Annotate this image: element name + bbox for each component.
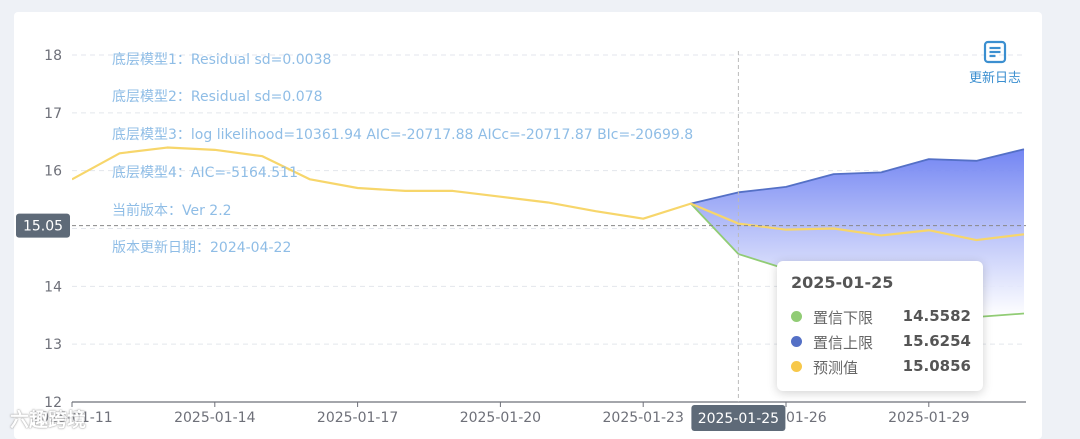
x-tick-label-1: 2025-01-14 <box>174 410 255 426</box>
tooltip-dot-lower <box>791 311 802 322</box>
crosshair-y-label: 15.05 <box>23 219 63 235</box>
note-model-4: 底层模型4：AIC=-5164.511 <box>112 165 298 181</box>
tooltip-value-upper: 15.6254 <box>902 332 971 350</box>
x-tick-label-0: 2025-01-11 <box>31 410 112 426</box>
chart-card: 121314151617182025-01-112025-01-142025-0… <box>14 12 1042 439</box>
tooltip-name-upper: 置信上限 <box>813 334 874 352</box>
y-tick-label-18: 18 <box>44 48 62 64</box>
crosshair-y-label-box <box>16 213 70 238</box>
note-update-date: 版本更新日期：2024-04-22 <box>112 240 292 256</box>
changelog-label: 更新日志 <box>968 71 1021 86</box>
tooltip-dot-forecast <box>791 361 802 372</box>
tooltip-value-forecast: 15.0856 <box>902 357 971 375</box>
x-tick-label-3: 2025-01-20 <box>460 410 541 426</box>
tooltip-row-upper: 置信上限 15.6254 <box>791 331 971 352</box>
forecast-line <box>72 146 1025 242</box>
tooltip-name-forecast: 预测值 <box>813 359 859 377</box>
x-tick-label-2: 2025-01-17 <box>317 410 398 426</box>
y-tick-label-14: 14 <box>44 279 62 295</box>
watermark-logo: 六趣跨境 <box>10 409 87 431</box>
note-model-3: 底层模型3：log likelihood=10361.94 AIC=-20717… <box>112 127 694 143</box>
note-model-1: 底层模型1：Residual sd=0.0038 <box>112 52 332 68</box>
y-tick-label-13: 13 <box>44 337 62 353</box>
tooltip-dot-upper <box>791 336 802 347</box>
crosshair-x-label: 2025-01-25 <box>698 411 779 427</box>
tooltip-row-lower: 置信下限 14.5582 <box>791 306 971 327</box>
upper-bound-line <box>690 148 1025 205</box>
tooltip: 2025-01-25 置信下限 14.5582 置信上限 15.6254 预测值… <box>777 261 983 391</box>
tooltip-title: 2025-01-25 <box>791 273 894 292</box>
y-tick-label-16: 16 <box>44 164 62 180</box>
y-tick-label-17: 17 <box>44 106 62 122</box>
note-model-2: 底层模型2：Residual sd=0.078 <box>112 89 323 105</box>
tooltip-value-lower: 14.5582 <box>902 307 971 325</box>
document-icon <box>983 40 1007 64</box>
note-version: 当前版本：Ver 2.2 <box>112 203 232 219</box>
x-tick-label-6: 2025-01-29 <box>888 410 969 426</box>
y-tick-label-12: 12 <box>44 395 62 411</box>
x-tick-label-4: 2025-01-23 <box>603 410 684 426</box>
crosshair-x-label-box <box>691 405 786 431</box>
changelog-button[interactable]: 更新日志 <box>962 40 1028 86</box>
tooltip-name-lower: 置信下限 <box>813 309 874 327</box>
tooltip-row-forecast: 预测值 15.0856 <box>791 356 971 377</box>
